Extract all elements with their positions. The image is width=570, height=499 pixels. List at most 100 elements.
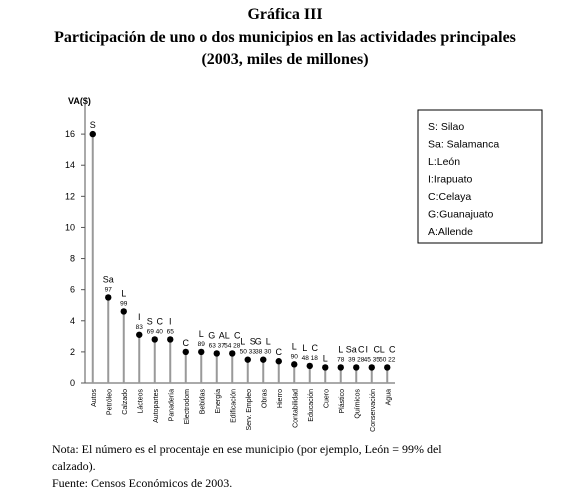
- dot: [306, 362, 313, 370]
- chart-subtitle: Participación de uno o dos municipios en…: [54, 29, 516, 46]
- chart-subtitle: (2003, miles de millones): [201, 51, 368, 68]
- y-tick-label: 0: [70, 378, 75, 388]
- share-label: 99: [120, 300, 128, 307]
- x-tick-label: Autos: [91, 389, 98, 407]
- note: Fuente: Censos Económicos de 2003.: [52, 476, 232, 490]
- dot: [384, 364, 391, 371]
- dot: [213, 350, 220, 357]
- dot: [260, 356, 267, 363]
- dot: [167, 336, 174, 343]
- dot: [322, 364, 329, 371]
- legend-entry: C:Celaya: [428, 191, 471, 203]
- legend-entry: L:León: [428, 156, 460, 168]
- x-tick-label: Serv. Empleo: [246, 389, 253, 431]
- y-tick-label: 6: [70, 285, 75, 295]
- y-tick-label: 14: [65, 160, 75, 170]
- share-label: 89: [198, 341, 206, 348]
- note: calzado).: [52, 459, 96, 473]
- dot: [136, 331, 143, 338]
- dot: [89, 130, 96, 138]
- municipio-label: I: [365, 344, 368, 354]
- y-tick-label: 2: [70, 347, 75, 357]
- y-tick-label: 12: [65, 191, 75, 201]
- dot: [182, 348, 189, 356]
- municipio-label: C: [276, 347, 283, 357]
- municipio-label: C: [389, 344, 396, 354]
- x-tick-label: Contabilidad: [292, 389, 299, 428]
- municipio-label: L: [302, 343, 307, 353]
- x-tick-label: Educación: [308, 389, 315, 422]
- share-label: 22: [388, 356, 396, 363]
- municipio-label: L: [266, 337, 271, 347]
- share-label: 50: [379, 356, 387, 363]
- x-tick-label: Panadería: [168, 389, 175, 421]
- y-tick-label: 8: [70, 254, 75, 264]
- municipio-label: C: [234, 330, 241, 340]
- share-label: 54: [224, 342, 232, 349]
- municipio-label: L: [338, 344, 343, 354]
- x-tick-label: Agua: [385, 389, 392, 405]
- x-tick-label: Conservación: [370, 389, 377, 432]
- municipio-label: C: [312, 343, 319, 353]
- x-tick-label: Bebidas: [199, 389, 206, 415]
- municipio-label: G: [208, 330, 215, 340]
- share-label: 78: [337, 356, 345, 363]
- share-label: 48: [302, 355, 310, 362]
- legend-entry: S: Silao: [428, 121, 464, 133]
- dot: [368, 364, 375, 371]
- x-tick-label: Electrodom: [184, 389, 191, 425]
- x-tick-label: Autopartes: [153, 389, 160, 423]
- dot: [275, 358, 282, 365]
- municipio-label: S: [250, 337, 256, 347]
- share-label: 45: [364, 356, 372, 363]
- y-tick-label: 10: [65, 222, 75, 232]
- municipio-label: C: [358, 344, 365, 354]
- municipio-label: S: [90, 120, 96, 130]
- municipio-label: G: [255, 337, 262, 347]
- x-tick-label: Obras: [261, 389, 268, 409]
- chart-title: Gráfica III: [247, 6, 322, 23]
- share-label: 18: [311, 355, 319, 362]
- y-tick-label: 16: [65, 129, 75, 139]
- y-tick-label: 4: [70, 316, 75, 326]
- municipio-label: C: [374, 344, 381, 354]
- x-tick-label: Hierro: [277, 389, 284, 408]
- y-axis-label: VA($): [68, 96, 91, 106]
- x-tick-label: Energía: [215, 389, 222, 414]
- dot: [353, 364, 360, 371]
- dot: [120, 308, 127, 315]
- x-tick-label: Químicos: [354, 389, 361, 419]
- dot: [291, 361, 298, 368]
- municipio-label: I: [138, 312, 141, 322]
- share-label: 28: [233, 342, 241, 349]
- municipio-label: L: [292, 341, 297, 351]
- dot: [151, 336, 158, 343]
- share-label: 38: [255, 349, 263, 356]
- share-label: 50: [240, 349, 248, 356]
- dot: [244, 356, 251, 363]
- share-label: 69: [147, 328, 155, 335]
- share-label: 28: [357, 356, 365, 363]
- share-label: 83: [136, 324, 144, 331]
- x-tick-label: Lácteos: [137, 389, 144, 414]
- municipio-label: S: [147, 316, 153, 326]
- x-tick-label: Calzado: [122, 389, 129, 415]
- municipio-label: I: [169, 316, 172, 326]
- municipio-label: A: [219, 330, 225, 340]
- municipio-label: L: [380, 344, 385, 354]
- dot: [229, 350, 236, 357]
- dot: [198, 348, 205, 356]
- share-label: 30: [264, 349, 272, 356]
- municipio-label: Sa: [346, 344, 357, 354]
- legend-entry: G:Guanajuato: [428, 209, 494, 221]
- share-label: 63: [209, 342, 217, 349]
- share-label: 33: [249, 349, 257, 356]
- municipio-label: Sa: [103, 274, 114, 284]
- municipio-label: L: [240, 337, 245, 347]
- x-tick-label: Plástico: [339, 389, 346, 414]
- municipio-label: C: [183, 338, 190, 348]
- municipio-label: L: [199, 329, 204, 339]
- share-label: 39: [348, 356, 356, 363]
- dot: [105, 294, 112, 301]
